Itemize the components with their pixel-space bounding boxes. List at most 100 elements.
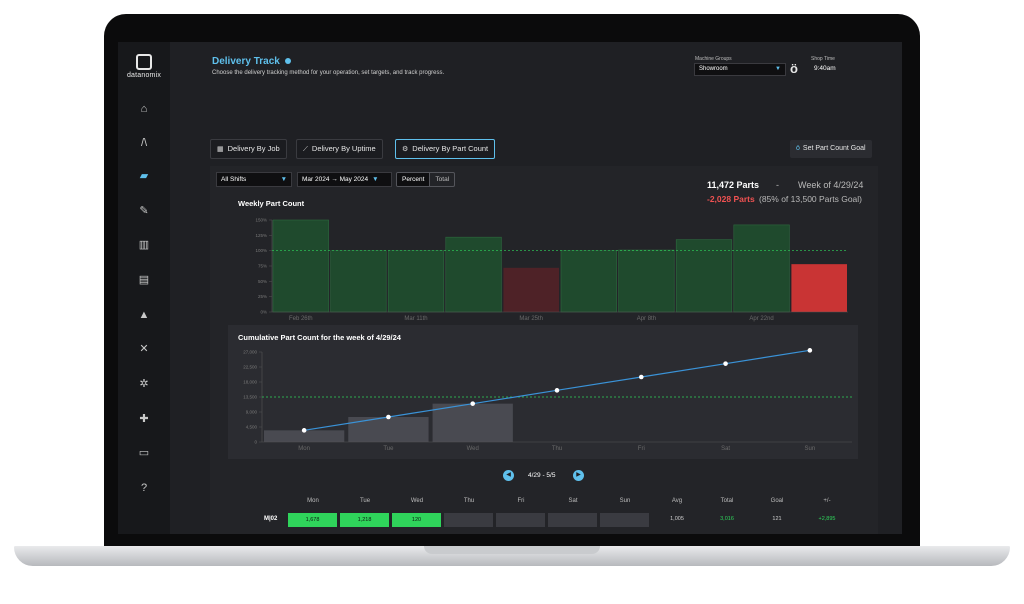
road-icon[interactable]: /\ <box>140 137 148 149</box>
clipboard-icon[interactable]: ▤ <box>138 274 150 286</box>
page-title-text: Delivery Track <box>212 56 280 67</box>
summary-week: Week of 4/29/24 <box>798 180 864 190</box>
chart-icon[interactable]: ▥ <box>138 239 150 251</box>
x-tick-label: Mar 11th <box>404 316 427 322</box>
page-title: Delivery Track <box>212 56 291 67</box>
x-tick-label: Sat <box>721 446 730 452</box>
diff-value: +2,895 <box>818 516 836 522</box>
bar <box>264 430 345 442</box>
y-tick-label: 13,500 <box>243 395 257 400</box>
day-cell[interactable]: 120 <box>392 513 441 527</box>
x-tick-label: Thu <box>552 446 562 452</box>
home-icon[interactable]: ⌂ <box>140 103 148 115</box>
total-value: 3,016 <box>720 516 734 522</box>
shop-time-value: 9:40am <box>814 65 836 72</box>
bar <box>432 403 513 442</box>
y-tick-label: 75% <box>258 264 267 269</box>
cumulative-chart-title: Cumulative Part Count for the week of 4/… <box>238 333 401 342</box>
y-tick-label: 150% <box>255 218 267 223</box>
machine-groups-select[interactable]: Showroom ▼ <box>694 63 786 76</box>
date-range-select[interactable]: Mar 2024 → May 2024 ▼ <box>297 172 392 187</box>
arrow-right-icon: → <box>331 176 338 183</box>
day-cell[interactable] <box>600 513 649 527</box>
weekly-chart-title: Weekly Part Count <box>238 199 305 208</box>
tab-delivery-by-job[interactable]: ▦ Delivery By Job <box>210 139 287 159</box>
summary-diff: -2,028 Parts <box>707 194 755 204</box>
data-point <box>807 348 813 353</box>
day-cell[interactable] <box>548 513 597 527</box>
bar <box>618 249 675 313</box>
bar <box>445 236 502 313</box>
line-chart-icon: ⟋ <box>303 146 308 153</box>
y-tick-label: 4,500 <box>246 425 258 430</box>
x-tick-label: Wed <box>467 446 479 452</box>
chevron-down-icon: ▼ <box>775 66 781 72</box>
column-header: Sat <box>568 498 578 504</box>
day-cell[interactable] <box>496 513 545 527</box>
column-header: Mon <box>307 498 319 504</box>
logo-text: datanomix <box>126 72 162 79</box>
bar <box>272 219 329 313</box>
bar <box>330 250 387 313</box>
y-tick-label: 0% <box>260 310 267 315</box>
help-icon[interactable]: ? <box>140 482 148 494</box>
prev-week-button[interactable]: ◀ <box>503 470 514 481</box>
data-point <box>470 401 476 406</box>
y-tick-label: 18,000 <box>243 380 257 385</box>
set-part-count-goal-button[interactable]: ö Set Part Count Goal <box>790 140 872 158</box>
gear-icon[interactable]: ✲ <box>139 378 149 390</box>
column-header: Wed <box>410 498 424 504</box>
logo[interactable]: datanomix <box>122 54 166 79</box>
x-tick-label: Feb 26th <box>289 316 313 322</box>
bar <box>675 239 733 313</box>
data-point <box>554 388 560 393</box>
data-point <box>638 374 644 380</box>
column-header: Thu <box>463 498 475 504</box>
y-tick-label: 125% <box>255 233 267 238</box>
bar <box>560 250 617 313</box>
chevron-down-icon: ▼ <box>280 176 287 183</box>
range-end: May 2024 <box>339 176 369 183</box>
y-tick-label: 0 <box>254 440 257 445</box>
x-tick-label: Tue <box>383 446 394 452</box>
shift-select[interactable]: All Shifts ▼ <box>216 172 292 187</box>
column-header: Avg <box>671 498 683 504</box>
puzzle-icon[interactable]: ✚ <box>139 413 149 425</box>
truck-icon[interactable]: ▰ <box>139 170 149 182</box>
toggle-percent[interactable]: Percent <box>397 173 431 186</box>
machine-row-label: M|02 <box>264 516 278 522</box>
gears-icon: ⚙ <box>402 146 409 153</box>
toggle-total[interactable]: Total <box>435 176 450 183</box>
day-cell[interactable]: 1,218 <box>340 513 389 527</box>
machine-groups-label: Machine Groups <box>695 56 732 62</box>
monitor-icon[interactable]: ▭ <box>138 447 150 459</box>
percent-total-toggle[interactable]: Percent Total <box>396 172 456 187</box>
medal-icon: ö <box>790 61 798 76</box>
summary-dash: - <box>776 180 779 190</box>
warning-icon[interactable]: ▲ <box>138 309 150 321</box>
column-header: Total <box>720 498 734 504</box>
x-tick-label: Sun <box>805 446 816 452</box>
y-tick-label: 22,500 <box>243 365 257 370</box>
next-week-button[interactable]: ▶ <box>573 470 584 481</box>
info-icon[interactable] <box>284 58 291 64</box>
machine-groups-value: Showroom <box>699 66 728 72</box>
week-range-label: 4/29 - 5/5 <box>528 472 556 479</box>
laptop-base <box>14 546 1010 566</box>
day-cell[interactable]: 1,678 <box>288 513 337 527</box>
day-cell[interactable] <box>444 513 493 527</box>
bar <box>348 417 429 442</box>
wrench-icon[interactable]: ✎ <box>139 205 149 217</box>
data-point <box>723 361 728 366</box>
data-point <box>386 414 391 420</box>
medal-icon: ö <box>796 145 800 152</box>
range-start: Mar 2024 <box>302 176 330 183</box>
bar <box>791 264 847 312</box>
tools-icon[interactable]: ✕ <box>139 343 149 355</box>
tab-label: Delivery By Job <box>227 144 280 153</box>
tab-delivery-by-uptime[interactable]: ⟋ Delivery By Uptime <box>296 139 383 159</box>
avg-value: 1,005 <box>670 516 684 522</box>
weekly-part-count-chart: 0% 25% 50% 75% 100% 125% 150% Feb 26th Mar 11th M… <box>255 218 848 322</box>
tab-delivery-by-part-count[interactable]: ⚙ Delivery By Part Count <box>395 139 496 159</box>
goal-button-label: Set Part Count Goal <box>802 145 866 152</box>
